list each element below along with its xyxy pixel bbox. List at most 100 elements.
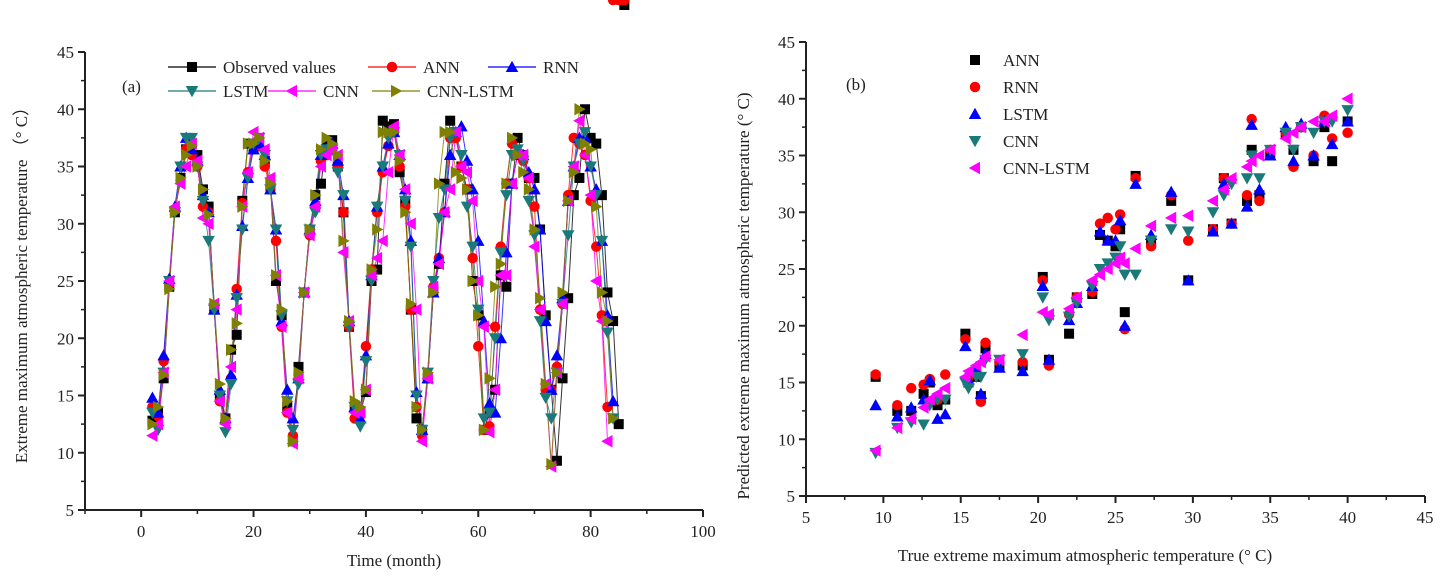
chart-b-point-rnn [1241,189,1253,201]
chart-b-point-cnn [1341,105,1354,117]
chart-a-point-cnn-lstm [501,177,513,190]
chart-a-point-rnn [500,246,513,258]
chart-a-point-cnn-lstm [203,208,215,221]
chart-a-point-lstm [427,276,440,288]
chart-a-point-rnn [281,383,294,395]
chart-b-point-cnn [1307,127,1320,140]
chart-a-point-lstm [584,161,597,173]
chart-a-point-cnn [337,246,349,259]
chart-b-point-cnn [1118,269,1132,281]
chart-a-point-cnn [230,303,242,316]
chart-a-point-observed-values [315,178,326,189]
chart-a-legend-label: LSTM [223,82,268,101]
chart-b-point-rnn [1182,235,1194,246]
chart-b-point-ann [1254,190,1265,201]
chart-b-x-tick-label: 25 [1107,508,1124,527]
chart-b-point-cnn-lstm [1144,219,1157,233]
chart-b-x-tick-label: 45 [1417,508,1434,527]
chart-a-point-observed-values [585,132,596,143]
chart-a-point-cnn-lstm [147,417,159,431]
chart-a-x-axis-title: Time (month) [347,551,441,570]
chart-b-point-lstm [931,412,944,424]
chart-a-point-cnn-lstm [315,143,328,156]
chart-a-point-cnn-lstm [220,412,232,425]
chart-b-point-lstm [1181,274,1195,286]
chart-a-point-cnn-lstm [585,143,597,156]
chart-b-point-lstm [923,373,937,386]
chart-b-point-cnn-lstm [1093,268,1106,281]
chart-b-point-rnn [960,334,971,345]
chart-b-point-lstm [1206,225,1220,237]
chart-a-point-rnn [528,183,541,195]
chart-a-point-lstm [354,421,367,433]
chart-b-point-lstm [1036,279,1050,292]
chart-b-legend-marker-lstm [968,107,982,119]
chart-b-point-cnn [1181,226,1195,238]
chart-b-point-cnn-lstm [939,381,951,395]
chart-a-point-observed-values [293,361,304,372]
chart-b-x-tick-label: 40 [1339,508,1356,527]
chart-b-point-cnn [1240,173,1254,185]
chart-b-axes: 5 10 15 20 25 30 35 40 45 5 10 15 20 25 30 35 40 45 [778,33,1434,527]
chart-a-point-cnn [376,234,388,248]
chart-a-point-cnn-lstm [411,400,423,414]
chart-b-panel-label: (b) [846,75,866,94]
chart-b-y-tick-label: 5 [787,487,796,506]
chart-b-y-tick-label: 30 [778,203,795,222]
chart-a-point-cnn-lstm [169,206,182,219]
chart-a-x-tick-label: 80 [582,522,599,541]
chart-b-point-rnn [940,369,951,380]
chart-a-x-tick-label: 20 [245,522,262,541]
chart-a-point-lstm [455,150,468,162]
chart-b-legend-label: CNN-LSTM [1003,159,1090,178]
chart-a-point-observed-values [231,329,242,340]
chart-b-y-tick-label: 10 [778,430,795,449]
chart-a-point-lstm [376,161,390,173]
chart-a-point-cnn [415,435,428,448]
chart-b-point-ann [1119,307,1130,318]
chart-b-point-ann [1308,156,1319,167]
chart-a-point-cnn [387,120,399,133]
chart-a-point-lstm [522,195,536,208]
chart-a-point-cnn [584,188,596,202]
chart-a-point-lstm [337,190,350,202]
chart-b-point-cnn-lstm [1113,251,1126,264]
chart-a-markers [146,0,630,473]
chart-a-y-tick-label: 10 [57,444,74,463]
chart-a-point-lstm [601,327,614,339]
chart-a-point-cnn [421,372,433,385]
chart-a-point-cnn-lstm [271,269,283,282]
chart-a-point-cnn [404,217,416,230]
chart-a-point-cnn-lstm [254,131,266,145]
chart-a-point-cnn [432,257,444,271]
chart-a-point-cnn-lstm [473,309,485,322]
chart-b-markers [869,92,1354,460]
chart-a-point-cnn-lstm [417,423,429,437]
chart-a-point-cnn-lstm [478,423,491,437]
chart-a-legend-marker-lstm [185,86,199,98]
chart-a-point-ann [473,341,484,352]
chart-a-point-rnn [606,394,620,407]
chart-b-point-cnn-lstm [1164,211,1177,225]
chart-b: 5 10 15 20 25 30 35 40 45 5 10 15 20 25 30 35 40 45 (b) T… [734,33,1434,565]
chart-b-point-cnn-lstm [1240,160,1253,174]
chart-b-point-ann [1246,144,1257,155]
chart-a-point-ann [270,235,282,247]
chart-a-point-cnn-lstm [467,274,479,288]
chart-a-axes: 0 20 40 60 80 100 5 10 15 20 25 30 35 40 45 [57,43,716,541]
chart-b-legend-marker-ann [970,55,980,65]
chart-a-point-cnn-lstm [304,223,316,236]
chart-b-point-cnn-lstm [962,364,974,378]
chart-a-point-cnn-lstm [186,139,198,153]
chart-a-point-cnn [370,251,383,265]
chart-a-legend-label: Observed values [223,58,336,77]
chart-a-point-cnn-lstm [181,148,193,162]
chart-b-legend-label: CNN [1003,132,1039,151]
chart-a-point-cnn-lstm [400,206,412,219]
chart-a-point-lstm [539,392,552,405]
chart-b-point-cnn-lstm [1253,149,1265,162]
chart-a-point-cnn [168,200,180,213]
chart-b-y-tick-label: 40 [778,90,795,109]
chart-a-point-cnn-lstm [282,394,294,408]
chart-b-point-cnn-lstm [1279,132,1291,145]
